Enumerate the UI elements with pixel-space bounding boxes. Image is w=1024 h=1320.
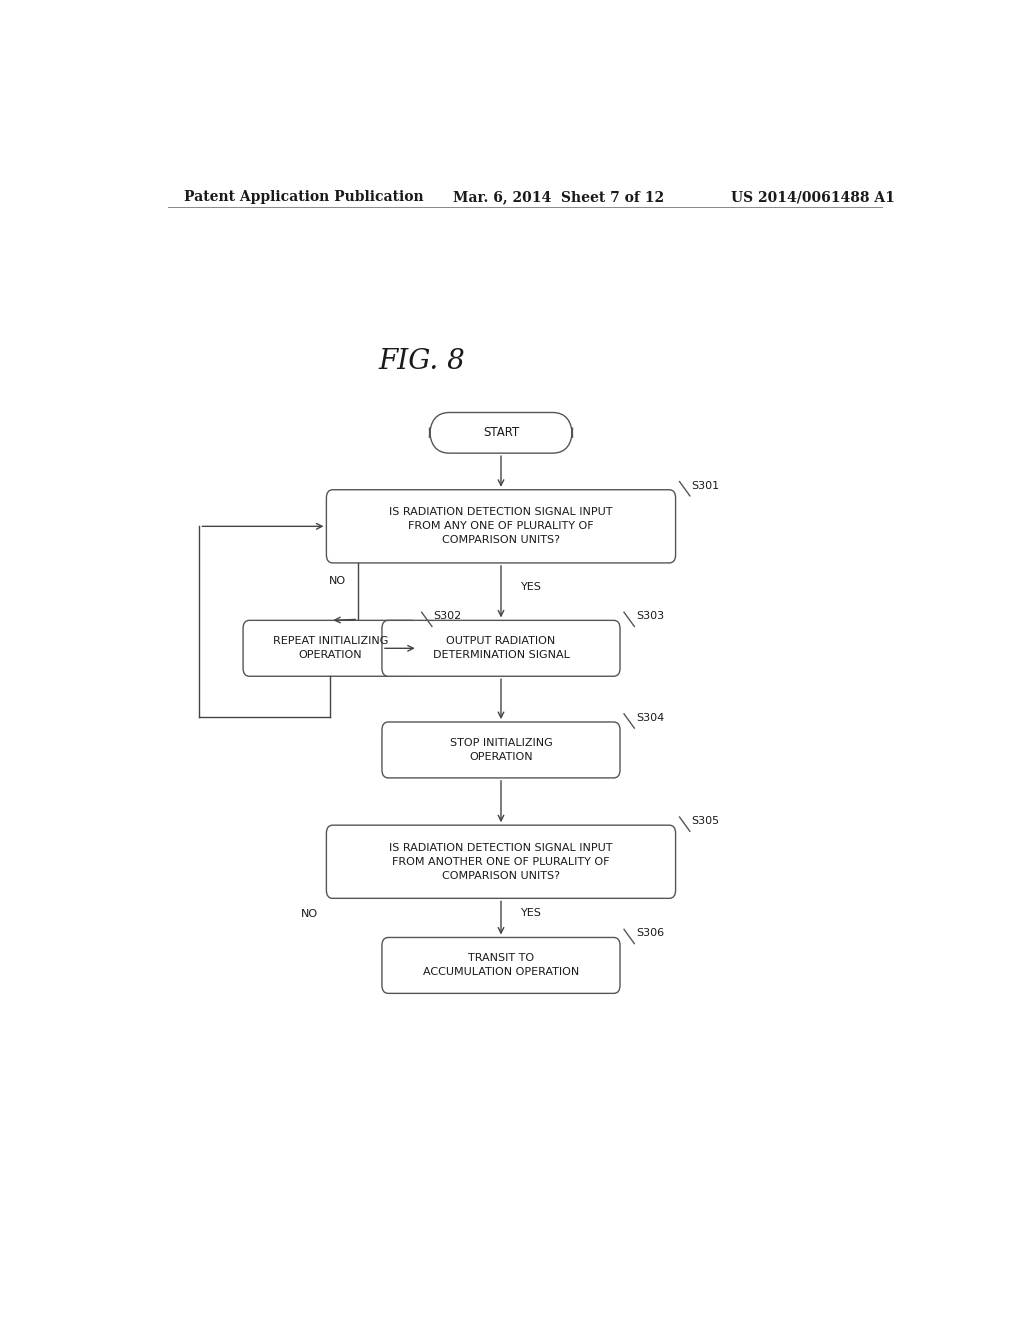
Text: NO: NO (329, 577, 346, 586)
Text: Patent Application Publication: Patent Application Publication (183, 190, 423, 205)
Text: US 2014/0061488 A1: US 2014/0061488 A1 (731, 190, 895, 205)
Text: S302: S302 (433, 611, 462, 622)
Text: NO: NO (301, 908, 318, 919)
Text: IS RADIATION DETECTION SIGNAL INPUT
FROM ANY ONE OF PLURALITY OF
COMPARISON UNIT: IS RADIATION DETECTION SIGNAL INPUT FROM… (389, 507, 612, 545)
FancyBboxPatch shape (327, 490, 676, 562)
Text: IS RADIATION DETECTION SIGNAL INPUT
FROM ANOTHER ONE OF PLURALITY OF
COMPARISON : IS RADIATION DETECTION SIGNAL INPUT FROM… (389, 842, 612, 880)
Text: FIG. 8: FIG. 8 (378, 348, 465, 375)
Text: S301: S301 (691, 480, 720, 491)
FancyBboxPatch shape (382, 722, 620, 777)
FancyBboxPatch shape (243, 620, 418, 676)
FancyBboxPatch shape (430, 412, 572, 453)
FancyBboxPatch shape (382, 620, 620, 676)
Text: S306: S306 (636, 928, 664, 939)
Text: OUTPUT RADIATION
DETERMINATION SIGNAL: OUTPUT RADIATION DETERMINATION SIGNAL (432, 636, 569, 660)
Text: S305: S305 (691, 816, 720, 826)
Text: YES: YES (521, 582, 542, 591)
Text: Mar. 6, 2014  Sheet 7 of 12: Mar. 6, 2014 Sheet 7 of 12 (454, 190, 665, 205)
Text: TRANSIT TO
ACCUMULATION OPERATION: TRANSIT TO ACCUMULATION OPERATION (423, 953, 580, 977)
Text: S303: S303 (636, 611, 664, 622)
Text: S304: S304 (636, 713, 665, 723)
Text: START: START (483, 426, 519, 440)
FancyBboxPatch shape (327, 825, 676, 899)
Text: REPEAT INITIALIZING
OPERATION: REPEAT INITIALIZING OPERATION (272, 636, 388, 660)
Text: YES: YES (521, 908, 542, 917)
FancyBboxPatch shape (382, 937, 620, 994)
Text: STOP INITIALIZING
OPERATION: STOP INITIALIZING OPERATION (450, 738, 552, 762)
